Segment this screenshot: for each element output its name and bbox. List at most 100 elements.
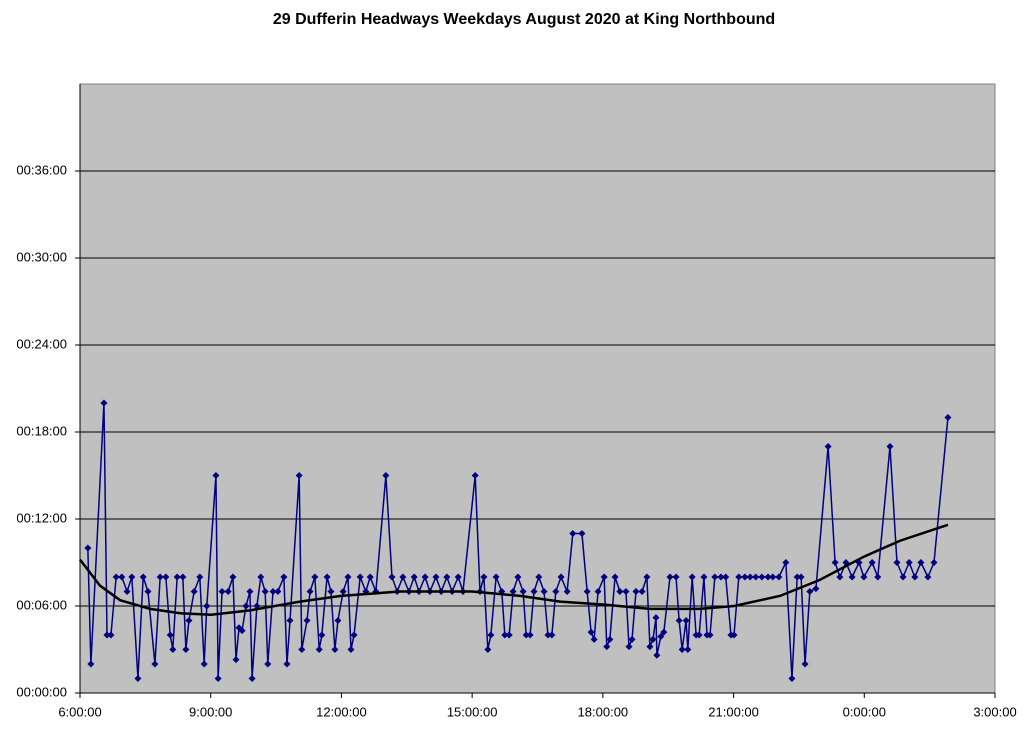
data-point — [128, 573, 136, 581]
data-point — [471, 472, 479, 479]
data-point — [196, 573, 204, 581]
y-tick-label: 00:36:00 — [16, 162, 67, 177]
data-point — [824, 443, 832, 450]
y-tick-label: 00:18:00 — [16, 423, 67, 438]
data-point — [717, 573, 725, 581]
data-point — [700, 573, 708, 581]
data-point — [242, 602, 250, 610]
data-point — [248, 675, 256, 682]
data-point — [84, 544, 92, 552]
data-point — [323, 573, 331, 581]
data-point — [548, 631, 556, 639]
data-point — [944, 414, 952, 421]
data-point — [286, 617, 294, 624]
data-point — [722, 573, 730, 581]
data-point — [590, 635, 598, 643]
data-point — [695, 631, 703, 639]
data-point — [741, 573, 749, 581]
data-point — [218, 588, 226, 595]
data-point — [666, 573, 674, 581]
data-point — [144, 588, 152, 595]
data-point — [295, 472, 303, 479]
data-point — [535, 573, 543, 581]
data-point — [649, 635, 657, 643]
data-point — [924, 573, 932, 581]
data-point — [421, 573, 429, 581]
x-tick-label: 6:00:00 — [58, 704, 101, 719]
data-point — [752, 573, 760, 581]
data-point — [334, 617, 342, 624]
x-tick-label: 0:00:00 — [843, 704, 886, 719]
data-point — [730, 631, 738, 639]
x-tick-label: 3:00:00 — [973, 704, 1016, 719]
chart-title: 29 Dufferin Headways Weekdays August 202… — [273, 11, 775, 28]
data-point — [530, 588, 538, 595]
data-point — [123, 588, 131, 595]
data-point — [399, 573, 407, 581]
x-tick-label: 15:00:00 — [447, 704, 498, 719]
x-tick-label: 21:00:00 — [708, 704, 759, 719]
data-point — [454, 573, 462, 581]
data-point — [274, 588, 282, 595]
x-tick-label: 18:00:00 — [578, 704, 629, 719]
data-point — [653, 651, 661, 659]
data-point — [540, 588, 548, 595]
y-tick-label: 00:06:00 — [16, 597, 67, 612]
data-point — [569, 530, 577, 537]
data-point — [264, 660, 272, 668]
data-point — [212, 472, 220, 479]
data-point — [638, 588, 646, 595]
data-point — [643, 573, 651, 581]
data-point — [410, 573, 418, 581]
data-point — [156, 573, 164, 581]
data-point — [232, 656, 240, 664]
data-point — [261, 588, 269, 595]
data-point — [893, 559, 901, 566]
data-point — [874, 573, 882, 581]
data-point — [652, 614, 660, 622]
data-point — [298, 646, 306, 653]
data-point — [339, 588, 347, 595]
series-line — [79, 523, 949, 616]
data-point — [625, 643, 633, 651]
data-point — [182, 646, 190, 653]
data-point — [306, 588, 314, 595]
y-tick-label: 00:24:00 — [16, 336, 67, 351]
data-point — [200, 660, 208, 668]
data-point — [356, 573, 364, 581]
data-point — [646, 643, 654, 651]
data-point — [860, 573, 868, 581]
data-point — [162, 573, 170, 581]
data-point — [492, 573, 500, 581]
data-point — [758, 573, 766, 581]
data-point — [557, 573, 565, 581]
data-point — [203, 602, 211, 610]
data-point — [793, 573, 801, 581]
data-point — [382, 472, 390, 479]
data-point — [443, 573, 451, 581]
data-point — [678, 646, 686, 653]
data-point — [801, 660, 809, 668]
data-point — [764, 573, 772, 581]
data-point — [544, 631, 552, 639]
data-point — [868, 559, 876, 566]
data-point — [628, 635, 636, 643]
data-point — [173, 573, 181, 581]
data-point — [280, 573, 288, 581]
data-point — [229, 573, 237, 581]
data-point — [166, 631, 174, 639]
data-point — [600, 573, 608, 581]
data-point — [514, 573, 522, 581]
data-point — [246, 588, 254, 595]
data-point — [657, 632, 665, 640]
data-point — [185, 617, 193, 624]
data-point — [87, 660, 95, 668]
data-point — [672, 573, 680, 581]
data-point — [505, 631, 513, 639]
y-tick-label: 00:30:00 — [16, 249, 67, 264]
data-point — [139, 573, 147, 581]
data-point — [917, 559, 925, 566]
data-point — [831, 559, 839, 566]
data-point — [509, 588, 517, 595]
data-point — [519, 588, 527, 595]
